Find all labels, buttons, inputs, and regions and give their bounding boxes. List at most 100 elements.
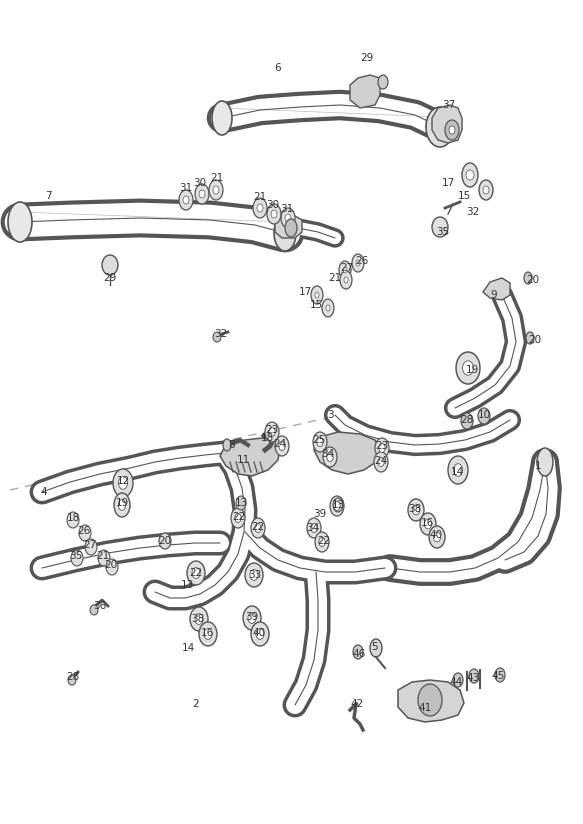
Ellipse shape <box>461 413 473 429</box>
Text: 18: 18 <box>66 513 80 523</box>
Ellipse shape <box>267 204 281 224</box>
Ellipse shape <box>524 272 532 284</box>
Ellipse shape <box>251 518 265 538</box>
Ellipse shape <box>269 428 275 437</box>
Ellipse shape <box>307 518 321 538</box>
Text: 39: 39 <box>245 612 259 622</box>
Ellipse shape <box>343 267 347 273</box>
Ellipse shape <box>245 563 263 587</box>
Text: 29: 29 <box>360 53 374 63</box>
Text: 31: 31 <box>280 204 294 214</box>
Ellipse shape <box>106 559 118 575</box>
Polygon shape <box>432 105 462 143</box>
Ellipse shape <box>67 512 79 528</box>
Text: 20: 20 <box>526 275 539 285</box>
Text: 32: 32 <box>215 329 227 339</box>
Text: 45: 45 <box>491 671 505 681</box>
Text: 10: 10 <box>477 410 490 420</box>
Text: 25: 25 <box>312 435 326 445</box>
Ellipse shape <box>462 163 478 187</box>
Ellipse shape <box>195 614 203 625</box>
Ellipse shape <box>526 332 534 344</box>
Text: 29: 29 <box>103 273 117 283</box>
Ellipse shape <box>231 508 245 528</box>
Ellipse shape <box>68 675 76 685</box>
Ellipse shape <box>192 568 200 578</box>
Text: 38: 38 <box>408 504 422 514</box>
Ellipse shape <box>251 622 269 646</box>
Text: 24: 24 <box>374 456 388 466</box>
Ellipse shape <box>370 639 382 657</box>
Text: 35: 35 <box>69 551 83 561</box>
Ellipse shape <box>118 477 128 489</box>
Ellipse shape <box>248 612 256 624</box>
Ellipse shape <box>279 442 285 451</box>
Ellipse shape <box>235 513 241 522</box>
Ellipse shape <box>495 668 505 682</box>
Text: 38: 38 <box>191 614 205 624</box>
Ellipse shape <box>448 456 468 484</box>
Ellipse shape <box>204 629 212 639</box>
Ellipse shape <box>183 196 189 204</box>
Text: 21: 21 <box>96 551 110 561</box>
Ellipse shape <box>79 525 91 541</box>
Ellipse shape <box>71 550 83 566</box>
Text: 17: 17 <box>298 287 312 297</box>
Ellipse shape <box>429 526 445 548</box>
Ellipse shape <box>344 277 348 283</box>
Text: 21: 21 <box>210 173 224 183</box>
Ellipse shape <box>449 126 455 134</box>
Ellipse shape <box>333 498 343 512</box>
Text: 28: 28 <box>461 415 473 425</box>
Ellipse shape <box>412 505 420 515</box>
Ellipse shape <box>315 532 329 552</box>
Ellipse shape <box>327 452 333 461</box>
Text: 17: 17 <box>441 178 455 188</box>
Ellipse shape <box>195 184 209 204</box>
Ellipse shape <box>378 75 388 89</box>
Text: 43: 43 <box>466 673 480 683</box>
Text: 23: 23 <box>375 441 389 451</box>
Text: 42: 42 <box>350 699 364 709</box>
Text: 6: 6 <box>275 63 282 73</box>
Ellipse shape <box>118 499 125 510</box>
Ellipse shape <box>98 550 110 566</box>
Ellipse shape <box>426 107 454 147</box>
Ellipse shape <box>113 469 133 497</box>
Ellipse shape <box>340 271 352 289</box>
Text: 9: 9 <box>491 290 497 300</box>
Ellipse shape <box>326 305 330 311</box>
Text: 36: 36 <box>93 601 107 611</box>
Ellipse shape <box>378 457 384 466</box>
Text: 2: 2 <box>193 699 199 709</box>
Text: 34: 34 <box>307 523 319 533</box>
Ellipse shape <box>102 255 118 275</box>
Ellipse shape <box>199 190 205 198</box>
Ellipse shape <box>330 496 344 516</box>
Ellipse shape <box>212 101 232 135</box>
Ellipse shape <box>379 443 385 452</box>
Ellipse shape <box>179 190 193 210</box>
Text: 44: 44 <box>449 677 463 687</box>
Ellipse shape <box>433 532 441 542</box>
Text: 20: 20 <box>104 560 118 570</box>
Ellipse shape <box>424 519 431 529</box>
Text: 11: 11 <box>236 455 250 465</box>
Ellipse shape <box>537 448 553 476</box>
Text: 22: 22 <box>189 568 203 578</box>
Text: 39: 39 <box>314 509 326 519</box>
Text: 3: 3 <box>326 410 333 420</box>
Polygon shape <box>398 680 464 722</box>
Text: 27: 27 <box>340 263 354 273</box>
Ellipse shape <box>353 645 363 659</box>
Ellipse shape <box>453 673 463 687</box>
Text: 13: 13 <box>180 580 194 590</box>
Text: 27: 27 <box>83 540 97 550</box>
Ellipse shape <box>319 537 325 546</box>
Text: 40: 40 <box>252 628 266 638</box>
Text: 18: 18 <box>261 433 273 443</box>
Text: 37: 37 <box>442 100 456 110</box>
Polygon shape <box>220 438 280 476</box>
Ellipse shape <box>281 208 295 228</box>
Ellipse shape <box>420 513 436 535</box>
